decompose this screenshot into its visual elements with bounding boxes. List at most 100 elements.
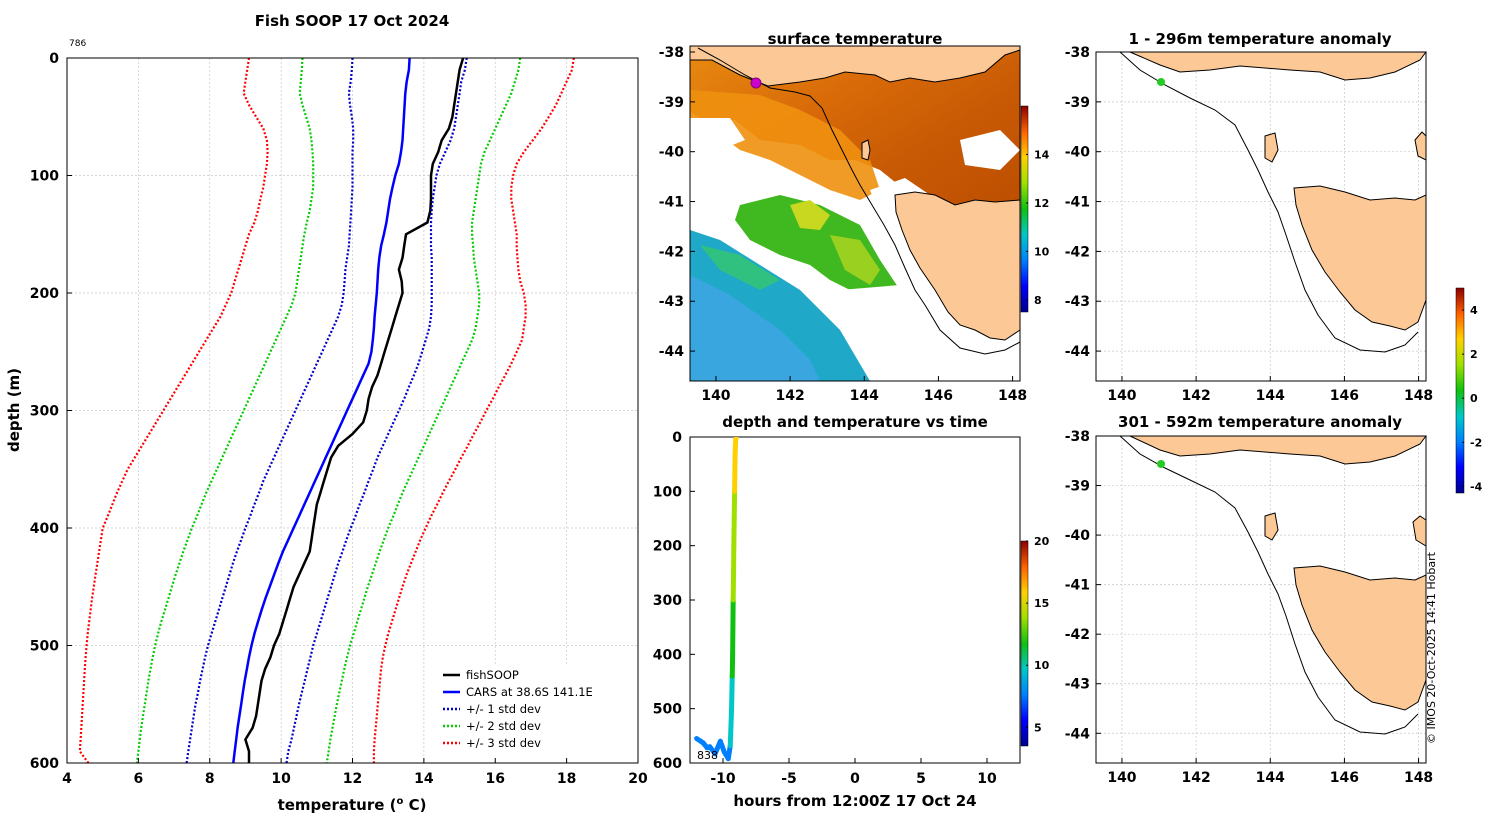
depth-time-segment bbox=[729, 673, 735, 712]
colorbar-tick-label: 15 bbox=[1034, 597, 1049, 610]
colorbar-tick-label: 0 bbox=[1470, 392, 1478, 405]
profile-xlabel-end: C) bbox=[403, 796, 426, 814]
anomaly-lower-title: 301 - 592m temperature anomaly bbox=[1118, 413, 1402, 431]
time-xtick-label: 0 bbox=[850, 771, 860, 787]
time-ytick-label: 0 bbox=[672, 430, 682, 446]
anomaly-lower-panel: 301 - 592m temperature anomaly 140 142 144… bbox=[1065, 413, 1433, 786]
surface-temperature-panel: surface temperature bbox=[659, 30, 1050, 404]
map-ytick-label: -42 bbox=[659, 244, 684, 260]
profile-series-cars-at-38-6s-141-1e bbox=[232, 58, 411, 763]
map-xtick-label: 142 bbox=[1181, 770, 1210, 786]
anomaly-lower-frame bbox=[1095, 435, 1427, 764]
map-xtick-label: 146 bbox=[924, 388, 953, 404]
profile-ytick-label: 600 bbox=[30, 756, 59, 772]
map-ytick-label: -41 bbox=[659, 195, 684, 211]
map-ytick-label: -43 bbox=[659, 294, 684, 310]
depth-time-title: depth and temperature vs time bbox=[722, 413, 988, 431]
colorbar-tick-label: 14 bbox=[1034, 148, 1050, 161]
colorbar-tick-label: 10 bbox=[1034, 245, 1050, 258]
time-xtick-label: -5 bbox=[781, 771, 797, 787]
colorbar-tick-label: 2 bbox=[1470, 348, 1478, 361]
depth-time-segment bbox=[727, 706, 735, 749]
anomaly-upper-ship-marker bbox=[1157, 78, 1165, 86]
map-xtick-label: 142 bbox=[775, 388, 804, 404]
map-ytick-label: -39 bbox=[1065, 479, 1090, 495]
colorbar-tick-label: 5 bbox=[1034, 721, 1042, 734]
map-xtick-label: 146 bbox=[1330, 770, 1359, 786]
sst-teal-edge bbox=[700, 245, 780, 290]
map-ytick-label: -44 bbox=[659, 344, 685, 360]
sst-cloud-6 bbox=[690, 150, 705, 178]
profile-xtick-label: 14 bbox=[414, 771, 434, 787]
map-ytick-label: -43 bbox=[1065, 677, 1090, 693]
sst-frame bbox=[689, 45, 1021, 382]
figure-title: Fish SOOP 17 Oct 2024 bbox=[255, 12, 450, 30]
sst-ship-marker bbox=[750, 77, 762, 89]
anomaly-upper-ticks: 140 142 144 146 148 -38 -39 -40 -41 -42 -43 -44 bbox=[1065, 45, 1433, 404]
map-ytick-label: -38 bbox=[1065, 45, 1090, 61]
profile-ytick-label: 300 bbox=[30, 404, 59, 420]
map-ytick-label: -44 bbox=[1065, 726, 1091, 742]
time-ytick-label: 400 bbox=[653, 647, 682, 663]
map-xtick-label: 144 bbox=[850, 388, 879, 404]
map-ytick-label: -38 bbox=[659, 45, 684, 61]
anomaly-upper-title: 1 - 296m temperature anomaly bbox=[1128, 30, 1391, 48]
colorbar-tick-label: 8 bbox=[1034, 294, 1042, 307]
map-ytick-label: -41 bbox=[1065, 578, 1090, 594]
anomaly-colorbar bbox=[1455, 287, 1465, 494]
sst-ticks: 140 142 144 146 148 -38 -39 -40 -41 -42 -43 -44 bbox=[659, 45, 1027, 404]
sst-mainland bbox=[690, 46, 1020, 87]
profile-ytick-label: 100 bbox=[30, 169, 59, 185]
time-ytick-label: 600 bbox=[653, 756, 682, 772]
anomaly-lower-ticks: 140 142 144 146 148 -38 -39 -40 -41 -42 -43 -44 bbox=[1065, 429, 1433, 786]
sst-king-island bbox=[861, 139, 871, 161]
map-ytick-label: -44 bbox=[1065, 344, 1091, 360]
map-ytick-label: -39 bbox=[1065, 95, 1090, 111]
colorbar-tick-label: -4 bbox=[1470, 480, 1483, 493]
profile-xtick-label: 6 bbox=[134, 771, 144, 787]
profile-series-3-std-dev bbox=[372, 58, 575, 763]
sst-yellow-patch bbox=[790, 200, 830, 230]
anomaly-upper-tasmania bbox=[1293, 185, 1427, 331]
sst-tasmania bbox=[894, 191, 1020, 341]
legend-label-cars: CARS at 38.6S 141.1E bbox=[466, 685, 593, 699]
legend-box bbox=[437, 664, 627, 756]
sst-orange-field bbox=[690, 90, 880, 200]
sst-cloud-1 bbox=[690, 118, 745, 150]
profile-xlabel: temperature (o C) bbox=[278, 796, 427, 814]
time-xtick-label: 5 bbox=[916, 771, 926, 787]
time-xtick-label: 10 bbox=[977, 771, 997, 787]
profile-xtick-label: 12 bbox=[343, 771, 362, 787]
map-xtick-label: 144 bbox=[1256, 770, 1285, 786]
tow-number: 838 bbox=[697, 749, 718, 762]
anomaly-lower-tasmania bbox=[1293, 565, 1427, 711]
anomaly-upper-king-island bbox=[1264, 132, 1279, 163]
map-ytick-label: -40 bbox=[1065, 528, 1091, 544]
profile-ytick-label: 500 bbox=[30, 639, 59, 655]
sst-cool-core bbox=[690, 275, 820, 381]
profile-xtick-label: 10 bbox=[271, 771, 291, 787]
profile-xtick-label: 4 bbox=[62, 771, 72, 787]
sst-title: surface temperature bbox=[768, 30, 943, 48]
map-xtick-label: 146 bbox=[1330, 388, 1359, 404]
map-ytick-label: -40 bbox=[1065, 145, 1091, 161]
sst-lightgreen-patch bbox=[830, 235, 880, 285]
credit-text: © IMOS 20-Oct-2025 14:41 Hobart bbox=[1425, 551, 1438, 744]
legend-label-sd2: +/- 2 std dev bbox=[466, 719, 541, 733]
time-xtick-label: -10 bbox=[710, 771, 736, 787]
map-ytick-label: -40 bbox=[659, 145, 685, 161]
profile-xtick-label: 16 bbox=[486, 771, 505, 787]
profile-series-fishsoop bbox=[244, 58, 465, 763]
map-xtick-label: 148 bbox=[1404, 770, 1433, 786]
anomaly-upper-shelf-contour bbox=[1119, 51, 1419, 353]
sst-shelf-contour bbox=[697, 47, 1020, 355]
colorbar-tick-label: -2 bbox=[1470, 436, 1482, 449]
colorbar-tick-label: 12 bbox=[1034, 197, 1049, 210]
profile-series-2-std-dev bbox=[325, 58, 522, 763]
time-ytick-label: 300 bbox=[653, 593, 682, 609]
depth-time-colorbar bbox=[1020, 540, 1029, 747]
time-ytick-label: 200 bbox=[653, 539, 682, 555]
